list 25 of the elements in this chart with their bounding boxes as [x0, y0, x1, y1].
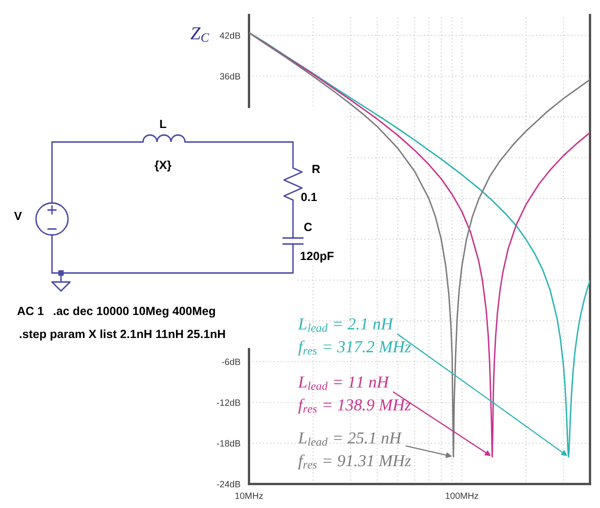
y-tick-label: -12dB — [216, 399, 240, 406]
annotation: R — [312, 164, 320, 174]
text: {X} — [154, 160, 172, 172]
annotation: L$_{lead}$ = 11 nH — [298, 376, 390, 390]
text: L — [160, 120, 166, 128]
annotation: f$_{res}$ = 138.9 MHz — [298, 398, 411, 414]
annotation: f$_{res}$ = 317.2 MHz — [298, 340, 411, 356]
annotation: L$_{lead}$ = 25.1 nH — [298, 432, 402, 446]
text: AC 1 — [17, 306, 44, 316]
annotation: C — [304, 222, 312, 232]
text: .step param X list 2.1nH 11nH 25.1nH — [20, 329, 225, 340]
text: .ac dec 10000 10Meg 400Meg — [54, 306, 215, 318]
y-axis-title: Z$_{C}$ — [190, 27, 210, 42]
annotation: f$_{res}$ = 91.31 MHz — [298, 454, 411, 470]
annotation: L$_{lead}$ = 2.1 nH — [298, 318, 394, 332]
y-tick-label: 36dB — [220, 72, 240, 80]
annotation: 0.1 — [301, 192, 317, 202]
x-tick-label: 100MHz — [446, 492, 478, 499]
y-tick-label: 42dB — [220, 32, 240, 39]
y-tick-label: -6dB — [222, 358, 240, 366]
annotation: 120pF — [300, 252, 334, 263]
y-tick-label: -24dB — [216, 480, 240, 488]
y-tick-label: -18dB — [216, 440, 240, 447]
text: V — [14, 212, 22, 220]
x-tick-label: 10MHz — [235, 492, 263, 499]
